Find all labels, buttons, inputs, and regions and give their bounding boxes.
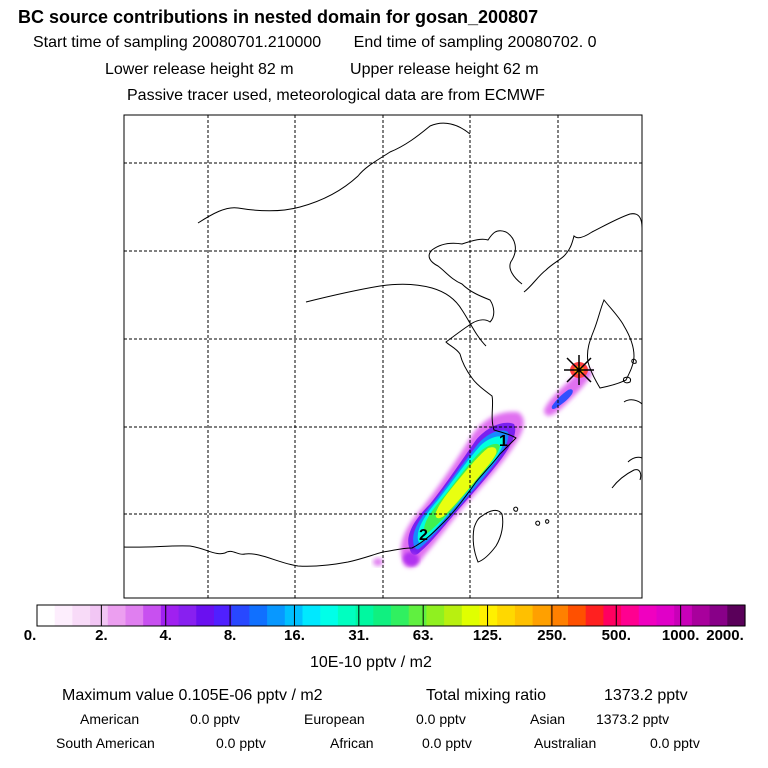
coastlines [124, 122, 642, 567]
colorbar-cells [37, 605, 746, 626]
american-label: American [80, 711, 140, 727]
gridlines [124, 115, 642, 598]
colorbar-cell [196, 605, 215, 626]
colorbar-cell [461, 605, 481, 626]
plume-yellow [435, 447, 497, 519]
colorbar-cell [249, 605, 268, 626]
colorbar-cell [408, 605, 427, 626]
max-value: Maximum value 0.105E-06 pptv / m2 [62, 687, 323, 704]
colorbar-cell [125, 605, 144, 626]
tracer-note: Passive tracer used, meteorological data… [127, 87, 545, 104]
european-value: 0.0 pptv [416, 711, 466, 727]
colorbar-tick-label: 125. [472, 627, 503, 644]
australian-label: Australian [534, 735, 597, 751]
coastline-china-east [124, 230, 523, 567]
colorbar-cell [585, 605, 604, 626]
colorbar-cell [320, 605, 339, 626]
total-mixing-ratio-value: 1373.2 pptv [604, 687, 688, 704]
plume-label-1: 1 [499, 433, 508, 450]
chart-title: BC source contributions in nested domain… [18, 7, 539, 27]
colorbar-cell [426, 605, 445, 626]
coastline-islands-a [623, 358, 637, 384]
end-time: End time of sampling 20080702. 0 [353, 34, 597, 51]
colorbar-cell [391, 605, 410, 626]
colorbar-cell [550, 605, 569, 626]
colorbar-cell [160, 605, 180, 626]
colorbar-tick-label: 250. [537, 627, 567, 644]
colorbar-tick-label: 63. [412, 627, 434, 644]
colorbar-cell [691, 605, 711, 626]
colorbar-tick-label: 2. [95, 627, 108, 644]
total-mixing-ratio-label: Total mixing ratio [426, 687, 547, 704]
colorbar-cell [444, 605, 463, 626]
colorbar-cell [284, 605, 304, 626]
colorbar-cell [107, 605, 127, 626]
colorbar-cell [90, 605, 109, 626]
plume-west-blob [373, 558, 383, 566]
colorbar-cell [337, 605, 357, 626]
colorbar-cell [497, 605, 516, 626]
plume-label-2: 2 [419, 527, 428, 544]
colorbar [36, 604, 746, 627]
colorbar-cell [674, 605, 693, 626]
colorbar-cell [479, 605, 498, 626]
european-label: European [304, 711, 365, 727]
colorbar-cell [72, 605, 91, 626]
south-american-label: South American [56, 735, 155, 751]
colorbar-tick-label: 0. [23, 627, 37, 644]
colorbar-cell [638, 605, 658, 626]
plume-south-blob [404, 553, 418, 565]
african-value: 0.0 pptv [422, 735, 472, 751]
colorbar-cell [727, 605, 746, 626]
colorbar-cell [143, 605, 162, 626]
australian-value: 0.0 pptv [650, 735, 700, 751]
colorbar-tick-label: 8. [223, 627, 237, 644]
colorbar-tick-label: 1000. [661, 627, 700, 644]
start-time: Start time of sampling 20080701.210000 [33, 34, 322, 51]
colorbar-tick-label: 500. [601, 627, 631, 644]
colorbar-cell [373, 605, 392, 626]
colorbar-cell [568, 605, 587, 626]
coastline-inner-border [305, 283, 487, 347]
colorbar-cell [656, 605, 675, 626]
coastline-japan [611, 399, 642, 489]
colorbar-cell [231, 605, 250, 626]
upper-release-height: Upper release height 62 m [350, 61, 539, 78]
african-label: African [330, 735, 374, 751]
colorbar-cell [54, 605, 73, 626]
colorbar-border [36, 604, 746, 627]
colorbar-cell [621, 605, 640, 626]
colorbar-cell [355, 605, 374, 626]
colorbar-cell [214, 605, 233, 626]
plume-korea-core [551, 389, 573, 410]
colorbar-units: 10E-10 pptv / m2 [310, 654, 432, 671]
coastline-korea [523, 213, 642, 389]
colorbar-cell [532, 605, 551, 626]
colorbar-tick-label: 4. [159, 627, 172, 644]
colorbar-cell [514, 605, 534, 626]
south-american-value: 0.0 pptv [216, 735, 266, 751]
receptor-marker [564, 355, 594, 385]
coastline-north [197, 122, 471, 224]
map-border [123, 114, 643, 599]
colorbar-cell [603, 605, 622, 626]
american-value: 0.0 pptv [190, 711, 240, 727]
coastline-islands-b [513, 506, 550, 526]
coastline-taiwan [472, 509, 504, 563]
colorbar-tick-label: 16. [284, 627, 305, 644]
colorbar-cell [709, 605, 728, 626]
lower-release-height: Lower release height 82 m [105, 61, 294, 78]
colorbar-cell [178, 605, 197, 626]
sampling-times: Start time of sampling 20080701.210000 E… [33, 35, 596, 51]
colorbar-cell [302, 605, 321, 626]
release-heights: Lower release height 82 m Upper release … [105, 62, 539, 78]
asian-value: 1373.2 pptv [596, 711, 670, 727]
colorbar-cell [267, 605, 286, 626]
colorbar-tick-label: 31. [348, 627, 370, 644]
colorbar-cell [37, 605, 56, 626]
colorbar-dividers [100, 605, 682, 626]
asian-label: Asian [530, 711, 566, 727]
colorbar-tick-label: 2000. [706, 627, 744, 644]
